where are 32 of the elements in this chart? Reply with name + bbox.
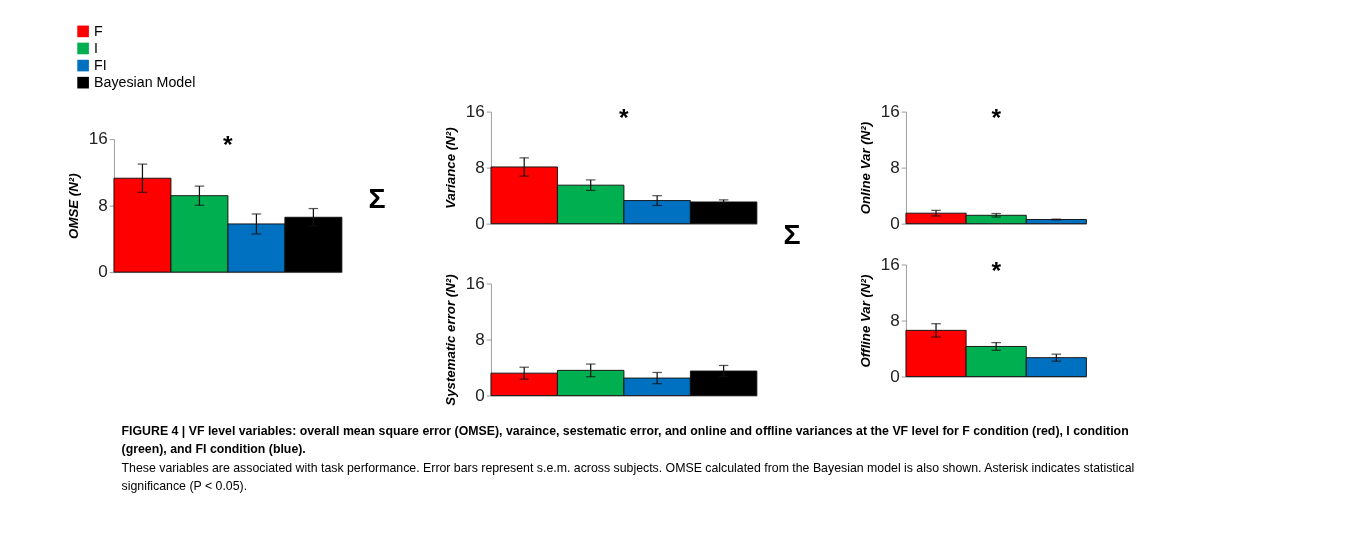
legend-label: I (94, 40, 98, 57)
y-tick-label: 16 (88, 129, 108, 149)
y-tick-label: 16 (465, 101, 485, 121)
y-tick-label: 0 (890, 213, 900, 233)
legend-label: Bayesian Model (94, 74, 196, 91)
y-tick-label: 0 (890, 366, 900, 386)
legend-label: FI (94, 57, 107, 74)
text: Σ (368, 181, 386, 214)
text: These variables are associated with task performance. Error bars represent s.e.m. across subjects. OMSE calculated from the Bayesian model is also shown. Asterisk indicates statistical significance (P < 0.05). (121, 460, 1135, 493)
y-axis-title: Online Var (N²) (858, 121, 874, 215)
annotation: * (991, 103, 1002, 131)
y-tick-label: 16 (880, 254, 900, 274)
annotation: * (619, 103, 630, 131)
y-axis-title: Systematic error (N²) (443, 273, 459, 406)
y-axis-title: Offline Var (N²) (858, 273, 874, 368)
y-tick-label: 0 (475, 385, 485, 405)
annotation: * (223, 131, 234, 159)
y-tick-label: 8 (98, 195, 108, 215)
y-tick-label: 8 (890, 157, 900, 177)
y-tick-label: 16 (465, 273, 485, 293)
y-tick-label: 8 (475, 329, 485, 349)
y-tick-label: 0 (475, 213, 485, 233)
legend-label: F (94, 23, 104, 40)
caption: FIGURE 4 | VF level variables: overall mean square error (OMSE), varaince, sestematic error, and online and offline variances at the VF level for F condition (red), I condition (green), and FI condition (blue). (121, 424, 1129, 457)
y-tick-label: 0 (98, 262, 108, 282)
y-axis-title: Variance (N²) (443, 126, 459, 209)
annotation: * (991, 256, 1002, 284)
text: Σ (783, 217, 801, 250)
y-tick-label: 16 (880, 101, 900, 121)
y-tick-label: 8 (475, 157, 485, 177)
y-axis-title: OMSE (N²) (66, 172, 82, 239)
y-tick-label: 8 (890, 310, 900, 330)
